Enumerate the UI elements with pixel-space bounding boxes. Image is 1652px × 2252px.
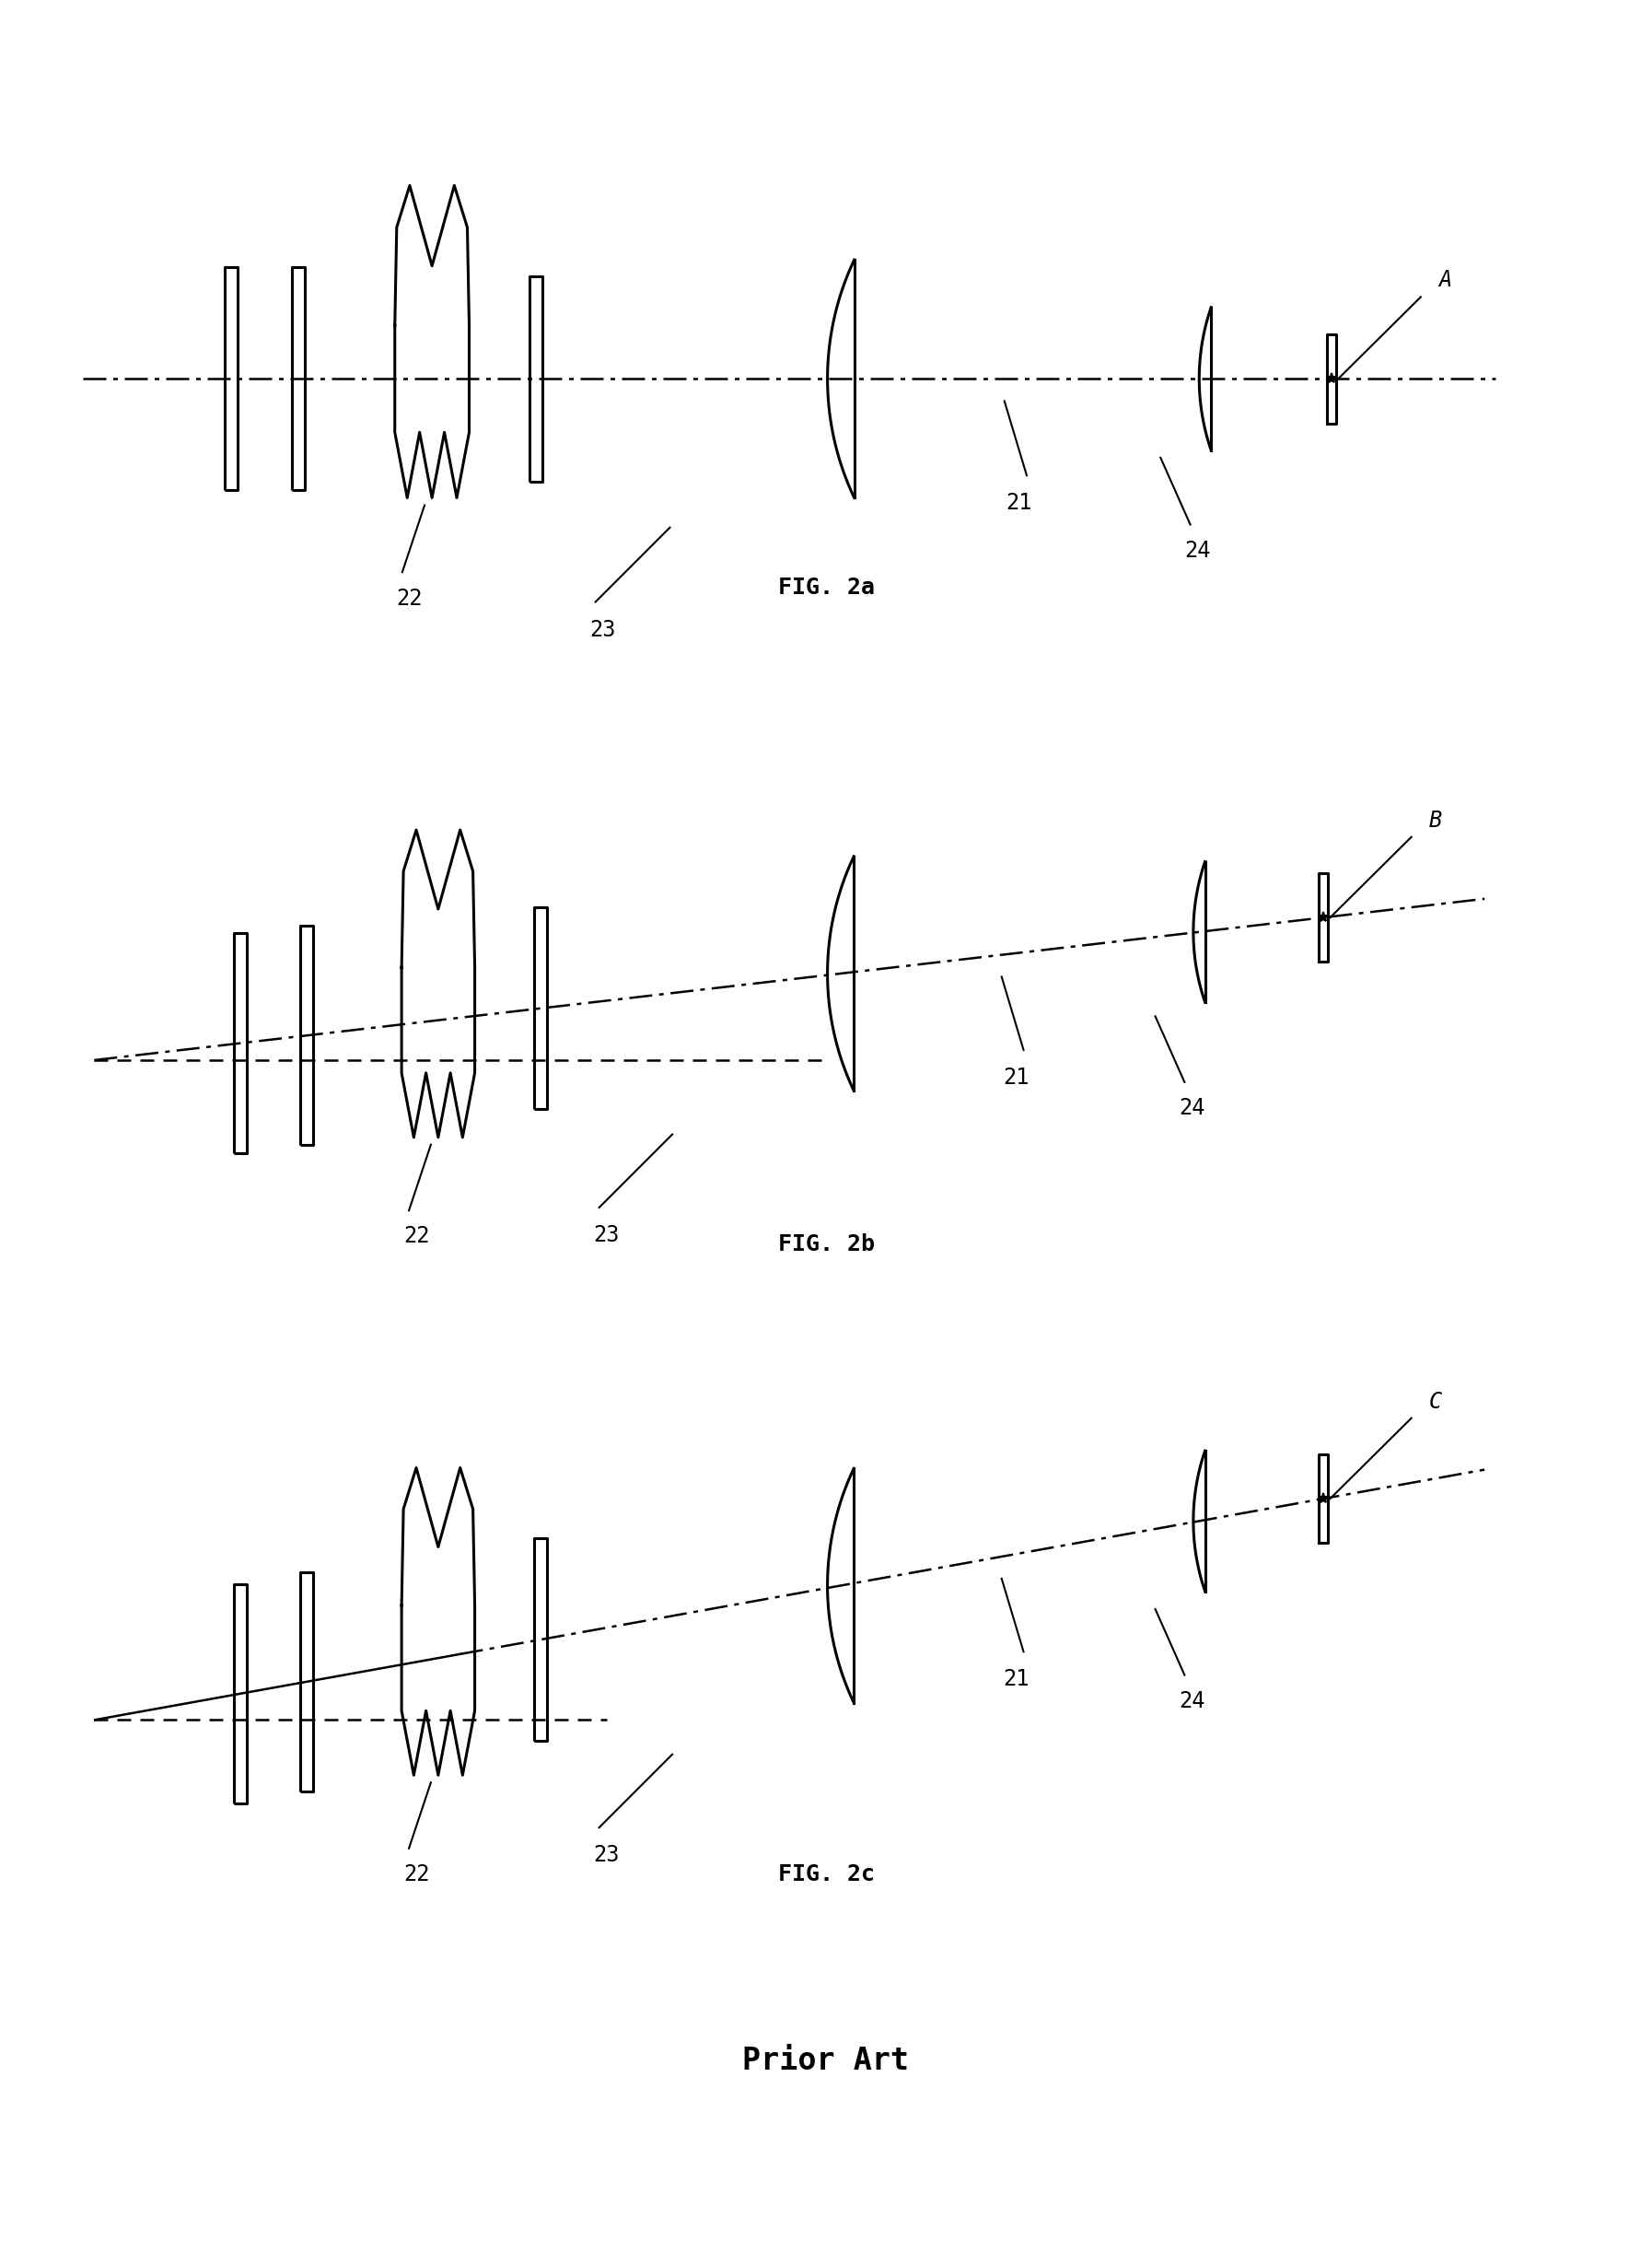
- Text: Prior Art: Prior Art: [743, 2045, 909, 2076]
- Text: FIG. 2a: FIG. 2a: [778, 577, 874, 599]
- Text: 21: 21: [1003, 1669, 1029, 1689]
- Text: 23: 23: [593, 1844, 620, 1867]
- Text: 21: 21: [1006, 493, 1032, 513]
- Text: FIG. 2b: FIG. 2b: [778, 1232, 874, 1254]
- Text: 21: 21: [1003, 1065, 1029, 1088]
- Text: 23: 23: [593, 1223, 620, 1245]
- Text: B: B: [1429, 808, 1442, 831]
- Text: 22: 22: [403, 1225, 430, 1248]
- Text: 23: 23: [590, 619, 616, 640]
- Text: 22: 22: [396, 588, 423, 610]
- Text: C: C: [1429, 1389, 1442, 1412]
- Text: A: A: [1439, 268, 1452, 291]
- Text: 22: 22: [403, 1862, 430, 1885]
- Text: 24: 24: [1180, 1689, 1204, 1712]
- Text: FIG. 2c: FIG. 2c: [778, 1862, 874, 1885]
- Text: 24: 24: [1180, 1097, 1204, 1119]
- Text: 24: 24: [1184, 540, 1211, 561]
